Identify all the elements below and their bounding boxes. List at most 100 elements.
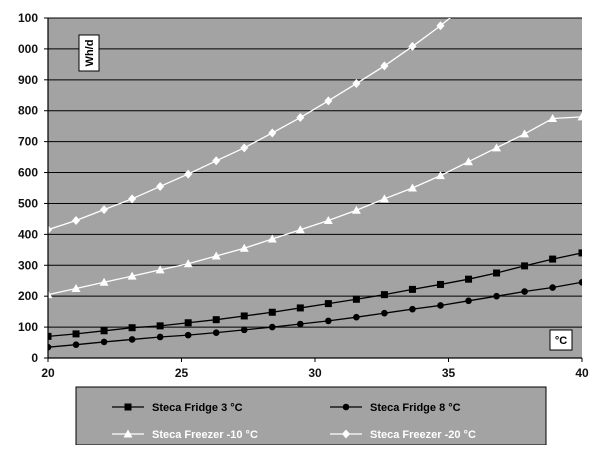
data-point [48, 332, 52, 340]
ylabel-box [78, 34, 100, 72]
data-point [379, 194, 389, 203]
data-point [549, 284, 556, 291]
legend-item: Steca Freezer -10 °C [112, 429, 258, 441]
legend: Steca Fridge 3 °C Steca Fridge 8 °C Steca … [75, 386, 547, 446]
data-point [240, 143, 249, 153]
y-tick-label: 0 [31, 351, 38, 365]
y-tick-label: 200 [18, 289, 38, 303]
legend-item: Steca Fridge 3 °C [112, 402, 243, 414]
series-3 [48, 112, 582, 299]
data-point [577, 112, 582, 121]
data-point [296, 304, 304, 312]
data-point [548, 113, 558, 122]
data-point [239, 243, 249, 252]
data-point [380, 61, 389, 71]
data-point [465, 0, 473, 7]
legend-item: Steca Fridge 8 °C [330, 402, 461, 414]
data-point [156, 333, 164, 341]
data-point [184, 319, 192, 327]
y-tick-label: 900 [18, 73, 38, 87]
data-point [240, 312, 248, 320]
data-point [72, 215, 81, 225]
data-point [465, 297, 472, 305]
data-point [184, 169, 193, 179]
data-point [155, 265, 165, 274]
series-line [48, 281, 582, 348]
data-point [296, 113, 305, 123]
legend-label: Steca Fridge 3 °C [152, 402, 243, 414]
data-point [352, 79, 361, 89]
data-point [436, 280, 444, 288]
data-point [578, 278, 582, 286]
xlabel-box [549, 329, 573, 351]
data-point [521, 262, 529, 270]
data-point [381, 309, 388, 317]
series-4 [48, 0, 473, 235]
data-point [240, 326, 248, 334]
data-point [351, 205, 361, 214]
x-tick-label: 25 [175, 366, 189, 380]
series-line [48, 18, 451, 231]
data-point [156, 322, 164, 330]
data-point [409, 305, 416, 313]
data-point [100, 205, 109, 215]
series-2 [48, 278, 582, 351]
x-tick-label: 20 [41, 366, 55, 380]
data-point [436, 21, 445, 31]
data-point [408, 41, 417, 51]
y-tick-label: 700 [18, 135, 38, 149]
x-tick-label: 30 [308, 366, 322, 380]
data-point [183, 259, 193, 268]
data-point [521, 288, 528, 295]
y-tick-label: 400 [18, 227, 38, 241]
y-tick-label: 100 [18, 11, 38, 25]
y-tick-label: 600 [18, 166, 38, 180]
data-point [267, 234, 277, 243]
xlabel: °C [555, 335, 567, 347]
data-point [578, 249, 582, 257]
data-point [128, 336, 136, 343]
xlabel-badge: °C [549, 329, 573, 351]
data-point [408, 285, 416, 293]
plot-area [48, 18, 582, 358]
legend-label: Steca Freezer -20 °C [370, 429, 476, 441]
data-point [295, 225, 305, 234]
axes: 0 100 200 300 400 500 600 700 800 900 000 100 20 25 30… [18, 11, 589, 380]
data-point [324, 300, 332, 308]
data-point [211, 251, 221, 260]
data-point [100, 338, 108, 346]
y-tick-label: 100 [18, 320, 38, 334]
data-point [464, 157, 474, 166]
data-point [128, 324, 136, 332]
series-1 [48, 249, 582, 340]
y-tick-label: 300 [18, 258, 38, 272]
data-point [353, 313, 360, 321]
x-tick-label: 40 [575, 366, 589, 380]
legend-box [75, 386, 547, 446]
x-tick-label: 35 [442, 366, 456, 380]
series-line [48, 116, 582, 296]
y-tick-label: 000 [18, 42, 38, 56]
series-line [48, 252, 582, 338]
data-point [71, 283, 81, 292]
legend-item: Steca Freezer -20 °C [330, 429, 476, 441]
ylabel-badge: Wh/d [78, 34, 100, 72]
data-point [324, 96, 333, 106]
data-point [380, 291, 388, 299]
data-point [212, 156, 221, 166]
legend-marker [342, 429, 350, 439]
data-point [212, 329, 220, 336]
legend-marker [123, 429, 133, 438]
data-point [549, 255, 557, 263]
data-point [156, 181, 165, 191]
data-point [128, 194, 137, 204]
data-point [100, 327, 108, 335]
data-point [493, 292, 500, 300]
y-tick-label: 500 [18, 196, 38, 210]
data-point [48, 343, 52, 351]
data-point [99, 277, 109, 286]
data-point [325, 317, 332, 325]
data-point [520, 129, 530, 138]
data-point [72, 341, 80, 349]
y-tick-label: 800 [18, 104, 38, 118]
